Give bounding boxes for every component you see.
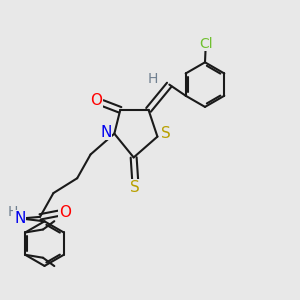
Text: O: O bbox=[91, 93, 103, 108]
Text: N: N bbox=[14, 211, 26, 226]
Text: S: S bbox=[161, 126, 171, 141]
Text: N: N bbox=[100, 125, 112, 140]
Text: O: O bbox=[59, 205, 71, 220]
Text: Cl: Cl bbox=[199, 37, 212, 51]
Text: H: H bbox=[148, 72, 158, 86]
Text: H: H bbox=[8, 205, 19, 219]
Text: S: S bbox=[130, 180, 140, 195]
